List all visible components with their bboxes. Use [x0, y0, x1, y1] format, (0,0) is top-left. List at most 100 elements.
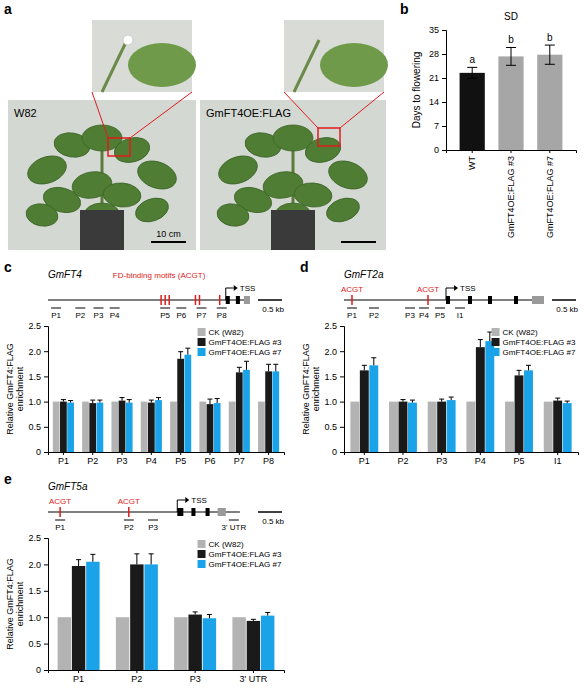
- leaf: [24, 151, 70, 189]
- tick-label: P4: [146, 456, 157, 466]
- tick-mark: [44, 591, 48, 592]
- tick: GmFT4OE:FLAG #3: [506, 150, 516, 238]
- panel-letter: b: [400, 1, 409, 17]
- tick: 3' UTR: [240, 670, 268, 684]
- tick: 1.5: [324, 372, 344, 382]
- exon: [514, 296, 518, 304]
- motif-mark: [195, 295, 197, 305]
- tick-mark: [268, 452, 269, 455]
- tick-label: 2.0: [28, 560, 41, 570]
- tick: 0: [36, 665, 48, 675]
- gene-diagram: GmFT2aACGTACGTTSS0.5 kbP1P2P3P4P5I1: [341, 269, 579, 320]
- gene-name: GmFT4: [48, 269, 82, 280]
- bar: [58, 617, 71, 670]
- tick-label: P4: [475, 456, 486, 466]
- tick: GmFT4OE:FLAG #7: [545, 150, 555, 238]
- tick-mark: [402, 452, 403, 455]
- legend-label: GmFT4OE:FLAG #3: [209, 550, 282, 559]
- tick-mark: [253, 670, 254, 673]
- legend-item: GmFT4OE:FLAG #7: [492, 348, 576, 357]
- tick: P8: [263, 452, 274, 466]
- bar: [119, 401, 126, 452]
- tss-label: TSS: [240, 284, 256, 293]
- gene-name: GmFT5a: [48, 481, 88, 492]
- bar: [247, 621, 260, 670]
- scale-bar: [552, 299, 576, 301]
- tick-mark: [151, 452, 152, 455]
- probe-label: P4: [110, 311, 120, 320]
- bar: [67, 403, 74, 452]
- bar: [144, 564, 157, 670]
- tick: 2.0: [28, 347, 48, 357]
- legend-item: GmFT4OE:FLAG #3: [492, 338, 576, 347]
- bar: [272, 371, 279, 452]
- error-bar: [68, 401, 73, 403]
- axis-line: [442, 31, 447, 151]
- tick-label: 7: [434, 121, 439, 131]
- motif-mark: [199, 295, 201, 305]
- bar: [174, 617, 187, 670]
- tick-label: 21: [429, 73, 439, 83]
- tick-label: P1: [359, 456, 370, 466]
- tick-mark: [44, 402, 48, 403]
- tick-mark: [442, 102, 446, 103]
- tick-mark: [511, 150, 512, 153]
- scale-label: 0.5 kb: [262, 305, 284, 314]
- tick: 7: [434, 121, 446, 131]
- tick: P3: [117, 452, 128, 466]
- motif-mark: [160, 295, 162, 305]
- tick-mark: [44, 326, 48, 327]
- probe-label: 3' UTR: [222, 523, 247, 532]
- photo-label: W82: [14, 107, 37, 119]
- panel-2: dGmFT2aACGTACGTTSS0.5 kbP1P2P3P4P5I100.5…: [300, 259, 579, 466]
- bar: [86, 562, 99, 670]
- photo: [8, 100, 196, 250]
- tick-label: 14: [429, 97, 439, 107]
- probe-label: I1: [457, 311, 464, 320]
- tss-label: TSS: [460, 284, 476, 293]
- significance-label: b: [508, 34, 514, 45]
- probe: [419, 308, 429, 309]
- tick-mark: [136, 670, 137, 673]
- tick-mark: [44, 427, 48, 428]
- zoom-box: [318, 128, 340, 146]
- gene-diagram: GmFT5aACGTACGTTSS0.5 kbP1P2P33' UTR: [48, 481, 285, 532]
- tick-label: 2.0: [28, 347, 41, 357]
- tick-mark: [340, 427, 344, 428]
- tick: WT: [467, 150, 477, 170]
- tick: 1.0: [28, 397, 48, 407]
- tick: 28: [429, 49, 446, 59]
- tick: 0: [434, 145, 446, 155]
- tick: 2.5: [28, 533, 48, 543]
- error-bar: [362, 365, 367, 370]
- bar: [447, 400, 456, 452]
- y-axis: 00.51.01.52.02.5: [28, 533, 48, 675]
- bar: [428, 402, 437, 452]
- bar: [563, 403, 572, 452]
- tick-label: 2.5: [324, 321, 337, 331]
- tick-mark: [480, 452, 481, 455]
- tick-mark: [44, 376, 48, 377]
- bar: [460, 73, 485, 150]
- legend-swatch: [198, 560, 206, 568]
- tick-label: P3: [117, 456, 128, 466]
- zoom-line: [92, 92, 108, 138]
- tick-mark: [441, 452, 442, 455]
- tick-mark: [122, 452, 123, 455]
- tick-label: P3: [436, 456, 447, 466]
- legend-item: GmFT4OE:FLAG #7: [198, 560, 282, 569]
- legend-label: GmFT4OE:FLAG #7: [209, 560, 282, 569]
- panel-1: cGmFT4FD-binding motifs (ACGT)TSS0.5 kbP…: [4, 259, 285, 466]
- tick: P7: [234, 452, 245, 466]
- tick-label: GmFT4OE:FLAG #7: [545, 156, 555, 238]
- bar: [537, 55, 562, 150]
- tick: 2.5: [28, 321, 48, 331]
- bar: [126, 403, 133, 452]
- error-bar: [449, 397, 454, 400]
- axis-line: [447, 151, 577, 154]
- tick: P3: [190, 670, 201, 684]
- significance-label: a: [469, 54, 475, 65]
- tick-mark: [340, 351, 344, 352]
- probe: [75, 308, 85, 309]
- tick: 2.0: [324, 347, 344, 357]
